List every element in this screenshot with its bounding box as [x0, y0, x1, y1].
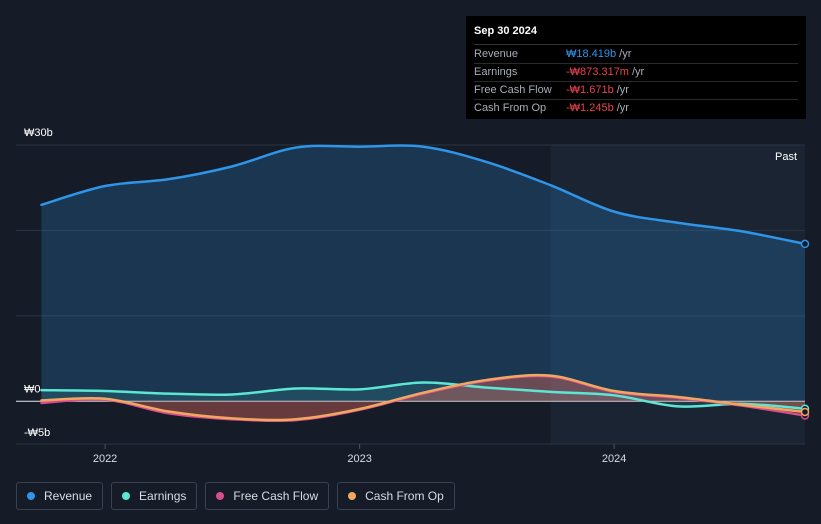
legend-dot-icon	[216, 492, 225, 500]
data-tooltip: Sep 30 2024 Revenue ₩18.419b /yr Earning…	[466, 16, 806, 119]
tooltip-label: Free Cash Flow	[474, 84, 552, 96]
tooltip-value: ₩18.419b	[566, 48, 617, 60]
cash-from-op-endpoint	[800, 407, 810, 417]
legend-label: Cash From Op	[365, 489, 444, 503]
tooltip-row-earnings: Earnings -₩873.317m /yr	[474, 64, 798, 82]
cash-from-op-area	[41, 375, 806, 420]
free-cash-flow-area	[41, 375, 806, 421]
cash-from-op-line	[40, 373, 807, 422]
y-tick-label: -₩5b	[24, 427, 50, 439]
tooltip-label: Revenue	[474, 48, 519, 60]
tooltip-row-cash-from-op: Cash From Op -₩1.245b /yr	[474, 100, 798, 117]
legend-item-cash-from-op[interactable]: Cash From Op	[337, 482, 455, 510]
tooltip-unit: /yr	[631, 66, 645, 78]
tooltip-value: -₩873.317m	[566, 66, 629, 78]
y-tick-label: ₩0	[24, 383, 41, 395]
tooltip-value: -₩1.245b	[566, 102, 614, 114]
revenue-line	[40, 144, 807, 246]
tooltip-unit: /yr	[616, 102, 629, 114]
chart-legend: Revenue Earnings Free Cash Flow Cash Fro…	[16, 482, 455, 510]
legend-dot-icon	[122, 492, 131, 500]
legend-label: Revenue	[44, 489, 93, 503]
tooltip-row-revenue: Revenue ₩18.419b /yr	[474, 46, 798, 64]
tooltip-unit: /yr	[619, 48, 632, 60]
legend-item-revenue[interactable]: Revenue	[16, 482, 104, 510]
tooltip-row-free-cash-flow: Free Cash Flow -₩1.671b /yr	[474, 82, 798, 100]
tooltip-label: Cash From Op	[474, 102, 547, 114]
x-tick-label: 2022	[93, 453, 117, 465]
legend-dot-icon	[27, 492, 35, 500]
x-tick-label: 2023	[347, 453, 371, 465]
tooltip-unit: /yr	[616, 84, 629, 96]
revenue-endpoint	[800, 239, 810, 249]
legend-item-earnings[interactable]: Earnings	[111, 482, 198, 510]
earnings-line	[40, 381, 807, 410]
revenue-area	[41, 145, 806, 402]
legend-dot-icon	[348, 492, 357, 500]
tooltip-date: Sep 30 2024	[474, 24, 798, 45]
tooltip-value: -₩1.671b	[566, 84, 614, 96]
legend-item-free-cash-flow[interactable]: Free Cash Flow	[205, 482, 330, 510]
y-tick-label: ₩30b	[24, 127, 53, 139]
tooltip-label: Earnings	[474, 66, 518, 78]
legend-label: Earnings	[139, 489, 187, 503]
legend-label: Free Cash Flow	[233, 489, 319, 503]
x-tick-label: 2024	[602, 453, 626, 465]
earnings-area	[41, 382, 806, 409]
past-label: Past	[775, 151, 797, 163]
